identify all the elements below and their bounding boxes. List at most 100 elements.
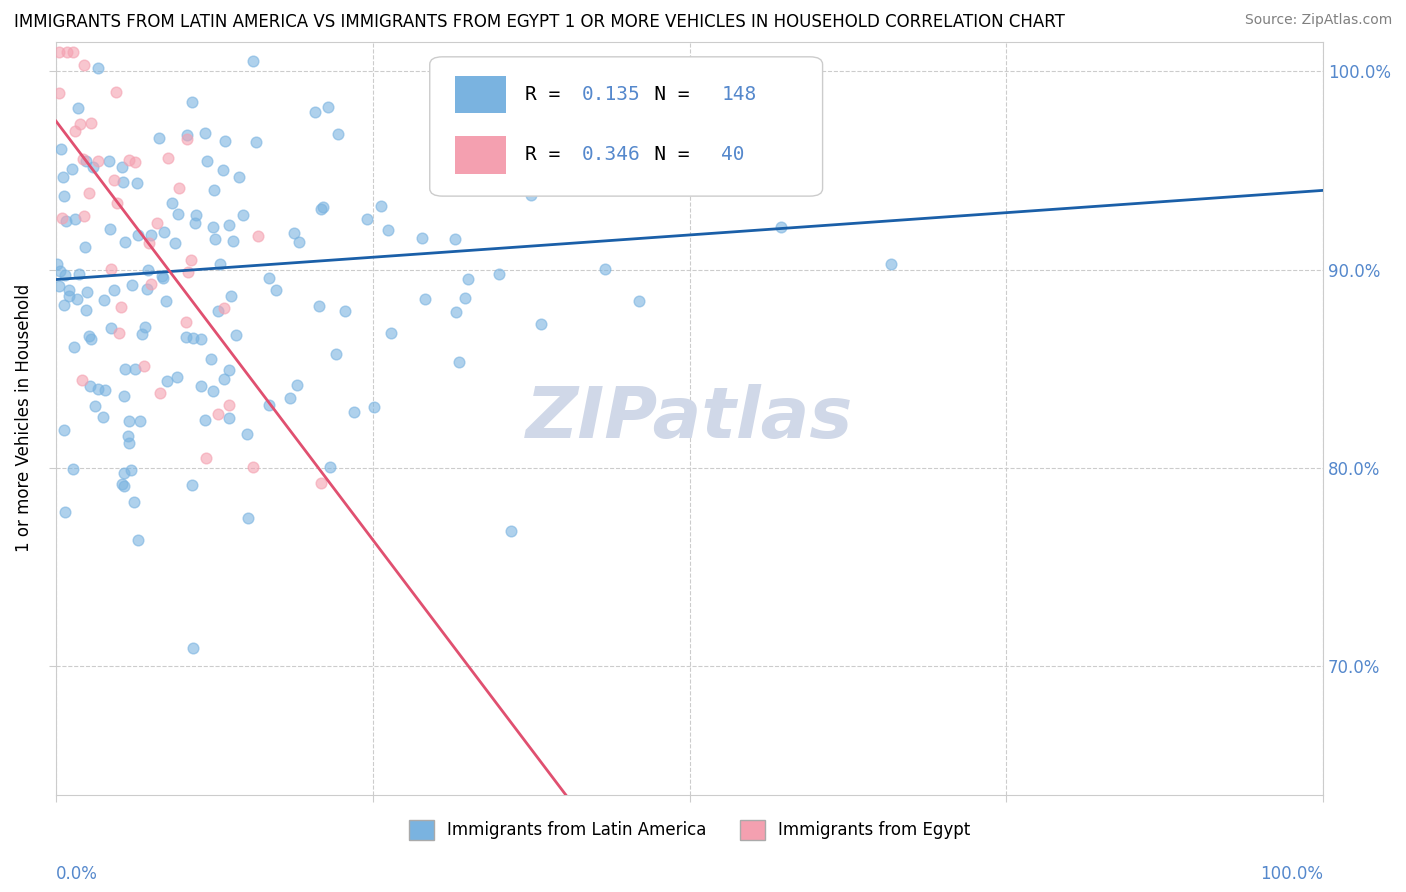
- Point: [73, 209, 96, 223]
- Point: [48, 279, 70, 293]
- Point: [242, 459, 264, 474]
- Point: [247, 229, 270, 244]
- Point: [163, 235, 186, 250]
- Point: [124, 361, 146, 376]
- Point: [285, 377, 308, 392]
- Point: [232, 208, 254, 222]
- Point: [49, 142, 72, 156]
- Point: [363, 400, 385, 414]
- Point: [762, 169, 785, 184]
- Point: [520, 188, 543, 202]
- Point: [218, 398, 240, 412]
- Point: [112, 466, 135, 480]
- Point: [63, 340, 86, 354]
- Text: 100.0%: 100.0%: [1260, 865, 1323, 883]
- Point: [202, 220, 225, 235]
- Point: [222, 235, 245, 249]
- Point: [593, 261, 616, 276]
- Point: [627, 293, 650, 308]
- Point: [245, 135, 267, 149]
- Point: [53, 298, 76, 312]
- Point: [76, 285, 98, 299]
- Point: [69, 117, 91, 131]
- Text: 148: 148: [721, 85, 756, 104]
- Point: [304, 105, 326, 120]
- Point: [70, 373, 93, 387]
- Point: [124, 154, 146, 169]
- Point: [778, 182, 800, 196]
- Text: ZIPatlas: ZIPatlas: [526, 384, 853, 453]
- Point: [80, 333, 103, 347]
- Point: [67, 267, 90, 281]
- Point: [181, 331, 204, 345]
- Point: [157, 151, 180, 165]
- Point: [280, 391, 302, 405]
- Point: [181, 478, 204, 492]
- Point: [138, 235, 160, 250]
- Point: [155, 294, 177, 309]
- Point: [214, 301, 236, 315]
- Point: [127, 533, 149, 547]
- Point: [207, 408, 229, 422]
- Point: [118, 436, 141, 450]
- Point: [184, 208, 207, 222]
- Point: [325, 347, 347, 361]
- Point: [380, 326, 402, 340]
- Point: [181, 641, 204, 656]
- Point: [264, 283, 287, 297]
- Point: [111, 477, 134, 491]
- Point: [190, 379, 212, 393]
- Point: [134, 359, 156, 373]
- Point: [105, 196, 128, 211]
- Point: [335, 303, 357, 318]
- Point: [769, 220, 792, 235]
- Point: [58, 289, 80, 303]
- Point: [207, 303, 229, 318]
- Point: [52, 169, 75, 184]
- Point: [105, 85, 128, 99]
- Point: [55, 214, 77, 228]
- Point: [211, 163, 233, 178]
- Point: [411, 231, 433, 245]
- Point: [72, 152, 94, 166]
- Point: [177, 265, 200, 279]
- Point: [184, 216, 207, 230]
- Point: [98, 222, 121, 236]
- Point: [76, 154, 98, 169]
- Point: [114, 362, 136, 376]
- Point: [190, 332, 212, 346]
- Point: [117, 428, 139, 442]
- Point: [166, 370, 188, 384]
- Point: [63, 211, 86, 226]
- Point: [127, 227, 149, 242]
- Point: [75, 303, 97, 318]
- Point: [169, 181, 191, 195]
- Point: [114, 235, 136, 249]
- Text: 0.135: 0.135: [582, 85, 641, 104]
- Point: [66, 292, 89, 306]
- Point: [218, 411, 240, 425]
- Point: [134, 320, 156, 334]
- Point: [129, 414, 152, 428]
- Point: [45, 257, 67, 271]
- Point: [110, 300, 132, 314]
- Point: [219, 289, 242, 303]
- Point: [87, 62, 110, 76]
- Point: [444, 305, 467, 319]
- Point: [238, 511, 260, 525]
- FancyBboxPatch shape: [430, 57, 823, 196]
- Legend: Immigrants from Latin America, Immigrants from Egypt: Immigrants from Latin America, Immigrant…: [402, 813, 977, 847]
- Point: [195, 154, 218, 169]
- Point: [150, 268, 173, 283]
- Point: [488, 267, 510, 281]
- Point: [122, 495, 145, 509]
- Point: [174, 330, 197, 344]
- Point: [257, 271, 280, 285]
- Point: [228, 169, 250, 184]
- Point: [52, 423, 75, 437]
- Point: [212, 371, 235, 385]
- Point: [194, 126, 217, 140]
- Point: [75, 240, 97, 254]
- Text: Source: ZipAtlas.com: Source: ZipAtlas.com: [1244, 13, 1392, 28]
- Point: [60, 161, 83, 176]
